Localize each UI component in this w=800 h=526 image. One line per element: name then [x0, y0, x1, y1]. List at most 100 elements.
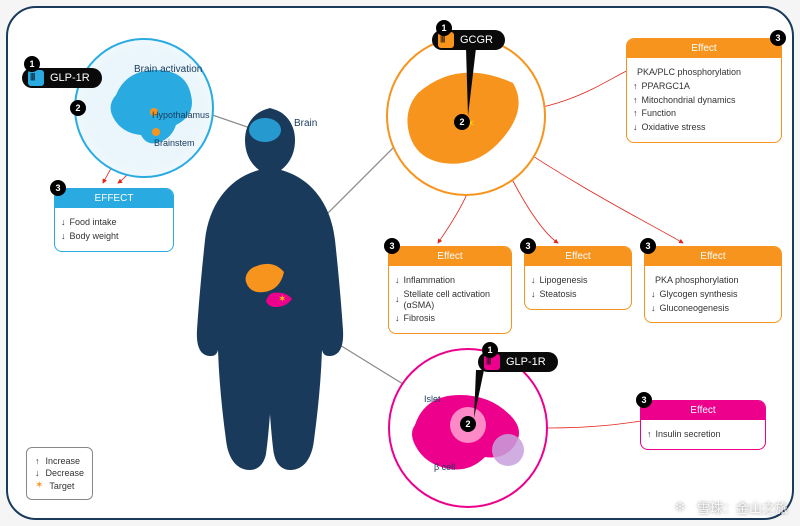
gcgr-pointer	[456, 48, 486, 118]
glp1r-panc-pointer	[468, 370, 488, 420]
effect-row: Mitochondrial dynamics	[633, 95, 775, 106]
effect-row-text: Stellate cell activation (αSMA)	[404, 289, 506, 311]
brain-zoom-circle: Brain activation Hypothalamus Brainstem	[74, 38, 214, 178]
effect-row: Food intake	[61, 217, 167, 228]
arrow-down-icon	[633, 122, 638, 133]
badge-3-liver-a: 3	[384, 238, 400, 254]
effect-row: Lipogenesis	[531, 275, 625, 286]
effect-row: Insulin secretion	[647, 429, 759, 440]
effect-row: Fibrosis	[395, 313, 505, 324]
snowball-icon: ❄	[669, 496, 691, 518]
effect-row-text: Function	[642, 108, 677, 119]
legend-target: Target	[35, 480, 84, 491]
effect-body: PKA/PLC phosphorylation PPARGC1A Mitochond…	[627, 58, 781, 142]
effect-body: Lipogenesis Steatosis	[525, 266, 631, 309]
badge-1-brain: 1	[24, 56, 40, 72]
legend-box: Increase Decrease Target	[26, 447, 93, 500]
effect-row-text: PKA/PLC phosphorylation	[637, 67, 741, 78]
effect-row-text: Steatosis	[540, 289, 577, 300]
label-brain-activation: Brain activation	[134, 64, 202, 75]
effect-row-text: Gluconeogenesis	[660, 303, 730, 314]
label-brainstem: Brainstem	[154, 138, 195, 148]
badge-3-liver-b: 3	[520, 238, 536, 254]
badge-2-brain: 2	[70, 100, 86, 116]
effect-body: Insulin secretion	[641, 420, 765, 449]
effect-box-brain: EFFECT Food intake Body weight	[54, 188, 174, 252]
arrow-up-icon	[633, 81, 638, 92]
receptor-label: GLP-1R	[50, 72, 90, 84]
effect-row-text: Oxidative stress	[642, 122, 706, 133]
arrow-down-icon	[651, 303, 656, 314]
effect-row: Gluconeogenesis	[651, 303, 775, 314]
effect-row-text: Insulin secretion	[656, 429, 721, 440]
effect-body: PKA phosphorylation Glycogen synthesis Glu…	[645, 266, 781, 322]
label-beta-cell: β cell	[434, 462, 455, 472]
effect-row-text: Fibrosis	[404, 313, 436, 324]
effect-box-liver-a: Effect Inflammation Stellate cell activat…	[388, 246, 512, 334]
effect-row: Steatosis	[531, 289, 625, 300]
svg-text:✶: ✶	[278, 294, 286, 305]
effect-header: Effect	[389, 247, 511, 266]
badge-3-brain: 3	[50, 180, 66, 196]
effect-row-text: Inflammation	[404, 275, 456, 286]
effect-header: Effect	[641, 401, 765, 420]
arrow-down-icon	[395, 294, 400, 305]
arrow-down-icon	[61, 217, 66, 228]
effect-row: PKA/PLC phosphorylation	[633, 67, 775, 78]
effect-row-text: PKA phosphorylation	[655, 275, 739, 286]
label-hypothalamus: Hypothalamus	[152, 110, 210, 120]
legend-label: Increase	[46, 456, 81, 466]
diagram-frame: ✶ Brain Liver Pancreas Brain activation …	[6, 6, 794, 520]
effect-row-text: Lipogenesis	[540, 275, 588, 286]
effect-row-text: PPARGC1A	[642, 81, 690, 92]
arrow-up-icon	[633, 108, 638, 119]
label-liver: Liver	[246, 250, 268, 261]
receptor-label: GCGR	[460, 34, 493, 46]
badge-3-liver-c: 3	[640, 238, 656, 254]
effect-row-text: Food intake	[70, 217, 117, 228]
effect-row: Oxidative stress	[633, 122, 775, 133]
effect-box-liver-b: Effect Lipogenesis Steatosis	[524, 246, 632, 310]
watermark-text: 雪球：金山之旅	[697, 498, 788, 517]
effect-row-text: Body weight	[70, 231, 119, 242]
arrow-down-icon	[35, 468, 40, 478]
arrow-down-icon	[531, 289, 536, 300]
legend-label: Target	[49, 481, 74, 491]
arrow-down-icon	[531, 275, 536, 286]
effect-box-liver-c: Effect PKA phosphorylation Glycogen synth…	[644, 246, 782, 323]
effect-row: PKA phosphorylation	[651, 275, 775, 286]
legend-decrease: Decrease	[35, 468, 84, 478]
badge-1-liver: 1	[436, 20, 452, 36]
effect-header: EFFECT	[55, 189, 173, 208]
effect-header: Effect	[645, 247, 781, 266]
legend-label: Decrease	[46, 468, 85, 478]
receptor-label: GLP-1R	[506, 356, 546, 368]
effect-header: Effect	[525, 247, 631, 266]
arrow-down-icon	[651, 289, 656, 300]
effect-row: Stellate cell activation (αSMA)	[395, 289, 505, 311]
effect-header: Effect	[627, 39, 781, 58]
effect-row: PPARGC1A	[633, 81, 775, 92]
effect-row: Inflammation	[395, 275, 505, 286]
effect-body: Inflammation Stellate cell activation (αS…	[389, 266, 511, 333]
badge-1-pancreas: 1	[482, 342, 498, 358]
receptor-icon	[28, 70, 44, 86]
label-pancreas: Pancreas	[236, 318, 278, 329]
target-icon	[35, 480, 43, 491]
effect-row: Glycogen synthesis	[651, 289, 775, 300]
arrow-down-icon	[395, 275, 400, 286]
arrow-up-icon	[647, 429, 652, 440]
effect-row: Function	[633, 108, 775, 119]
badge-3-pancreas: 3	[636, 392, 652, 408]
badge-3-liver-top: 3	[770, 30, 786, 46]
effect-body: Food intake Body weight	[55, 208, 173, 251]
arrow-down-icon	[395, 313, 400, 324]
effect-box-pancreas: Effect Insulin secretion	[640, 400, 766, 450]
effect-box-liver-top: Effect PKA/PLC phosphorylation PPARGC1A Mi…	[626, 38, 782, 143]
effect-row: Body weight	[61, 231, 167, 242]
arrow-up-icon	[35, 456, 40, 466]
badge-2-pancreas: 2	[460, 416, 476, 432]
effect-row-text: Mitochondrial dynamics	[642, 95, 736, 106]
legend-increase: Increase	[35, 456, 84, 466]
label-islet: Islet	[424, 394, 441, 404]
